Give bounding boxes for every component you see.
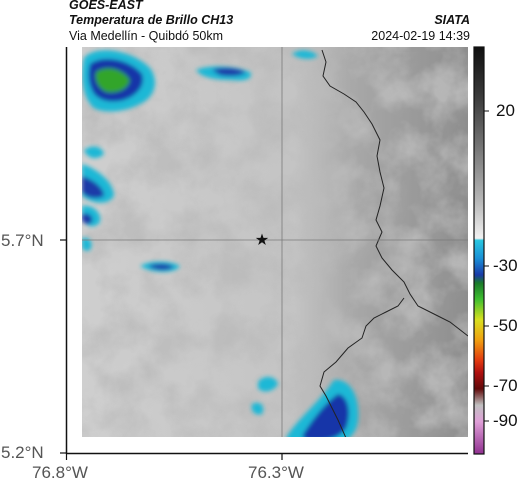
cold-cloud-north-core	[212, 67, 246, 76]
colorbar-tick-label: -30	[493, 256, 518, 275]
lat-tick-label: 5.7°N	[1, 231, 44, 250]
colorbar-tick-label: -50	[493, 316, 518, 335]
cold-cloud-west-2-core	[82, 176, 104, 199]
colorbar	[473, 46, 485, 455]
org-label: SIATA	[434, 13, 470, 27]
cloud-texture-shade	[91, 52, 468, 437]
cold-cloud-west-1	[84, 146, 104, 159]
timestamp: 2024-02-19 14:39	[371, 29, 470, 43]
cold-cloud-nw-peak	[95, 68, 130, 93]
cold-cloud-west-3-core	[82, 213, 93, 225]
cold-cloud-south-2	[251, 402, 264, 415]
cold-cloud-south-1	[258, 376, 278, 392]
colorbar-tick-label: 20	[496, 101, 515, 120]
colorbar-tick-label: -90	[493, 411, 518, 430]
border-line-north	[321, 49, 468, 337]
satellite-title: GOES-EAST	[69, 0, 143, 12]
cold-cloud-se-core	[302, 394, 349, 437]
cold-cloud-center-west-core	[148, 263, 174, 270]
cold-cloud-west-4	[82, 237, 92, 251]
lat-tick-label: 5.2°N	[1, 443, 44, 462]
border-line-south	[319, 297, 405, 437]
lon-tick-label: 76.3°W	[248, 463, 304, 482]
lon-tick-label: 76.8°W	[32, 463, 88, 482]
product-title: Temperatura de Brillo CH13	[69, 13, 234, 27]
cold-cloud-ne-small	[292, 50, 318, 59]
route-subtitle: Via Medellín - Quibdó 50km	[69, 29, 224, 43]
colorbar-tick-label: -70	[493, 376, 518, 395]
star-icon	[255, 233, 269, 245]
